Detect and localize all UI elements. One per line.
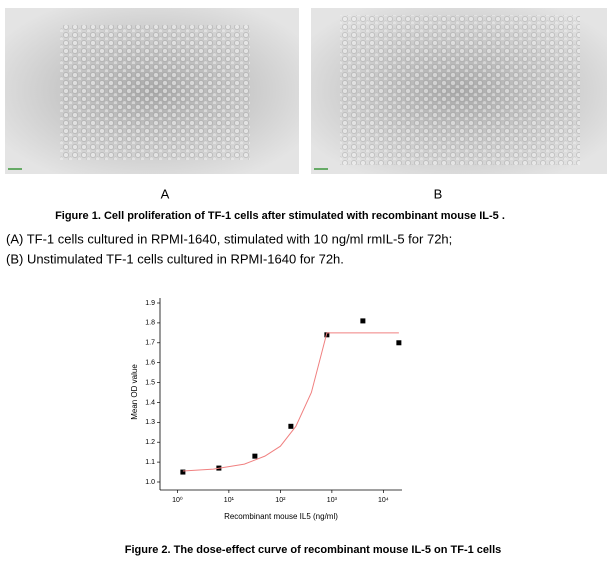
image-a xyxy=(5,8,299,174)
data-point xyxy=(288,423,294,429)
y-tick-label: 1.4 xyxy=(145,399,155,406)
panel-label: A xyxy=(161,186,170,201)
x-tick-label: 10¹ xyxy=(224,497,235,504)
y-tick-label: 1.8 xyxy=(145,320,155,327)
image-b xyxy=(311,8,607,174)
data-point xyxy=(396,340,402,346)
data-point xyxy=(360,318,366,324)
caption: Figure 2. The dose-effect curve of recom… xyxy=(125,544,502,556)
fit-curve xyxy=(182,332,399,472)
y-tick-label: 1.3 xyxy=(145,419,155,426)
data-point xyxy=(180,469,186,475)
x-tick-label: 10⁴ xyxy=(378,497,389,504)
description: (B) Unstimulated TF-1 cells cultured in … xyxy=(6,251,344,266)
y-tick-label: 1.0 xyxy=(145,479,155,486)
y-tick-label: 1.5 xyxy=(145,379,155,386)
caption: Figure 1. Cell proliferation of TF-1 cel… xyxy=(55,210,505,222)
x-tick-label: 10³ xyxy=(327,497,338,504)
x-axis-label: Recombinant mouse IL5 (ng/ml) xyxy=(224,512,338,521)
panel-label: B xyxy=(434,186,443,201)
y-tick-label: 1.9 xyxy=(145,300,155,307)
y-tick-label: 1.2 xyxy=(145,439,155,446)
y-tick-label: 1.6 xyxy=(145,360,155,367)
description: (A) TF-1 cells cultured in RPMI-1640, st… xyxy=(6,231,452,246)
x-tick-label: 10² xyxy=(275,497,286,504)
y-tick-label: 1.1 xyxy=(145,459,155,466)
data-point xyxy=(252,453,258,459)
x-tick-label: 10⁰ xyxy=(172,496,183,504)
data-point xyxy=(324,332,330,338)
y-axis-label: Mean OD value xyxy=(130,364,139,420)
y-tick-label: 1.7 xyxy=(145,340,155,347)
